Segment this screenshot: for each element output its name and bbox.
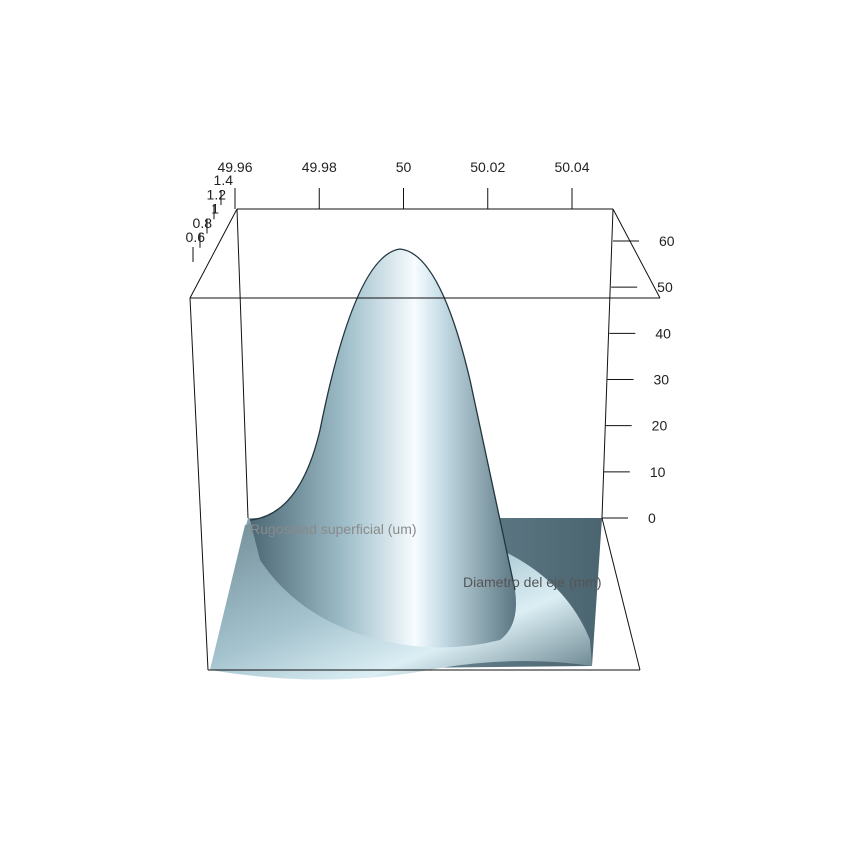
z-tick-label: 20 xyxy=(652,418,668,434)
z-tick-label: 40 xyxy=(655,325,671,341)
z-tick-label: 50 xyxy=(657,279,673,295)
x-tick-label: 49.98 xyxy=(302,159,337,175)
surface-peak-outline xyxy=(249,248,516,591)
z-tick-label: 30 xyxy=(654,372,670,388)
x-tick-label: 49.96 xyxy=(217,159,252,175)
y-axis-title: Rugosidad superficial (um) xyxy=(250,521,417,537)
plot-box-back xyxy=(236,208,614,519)
plot-box-front xyxy=(189,208,661,671)
y-tick-label: 0.8 xyxy=(193,215,213,231)
surface-peak xyxy=(250,249,516,648)
z-tick-label: 60 xyxy=(659,233,675,249)
x-tick-label: 50 xyxy=(396,159,412,175)
y-tick-label: 0.6 xyxy=(186,229,206,245)
y-tick-label: 1.4 xyxy=(214,172,234,188)
z-tick-label: 10 xyxy=(650,464,666,480)
y-axis-ticks: 0.60.811.21.4 xyxy=(186,172,234,262)
z-tick-label: 0 xyxy=(648,510,656,526)
x-tick-label: 50.04 xyxy=(554,159,589,175)
x-axis-title: Diametro del eje (mm) xyxy=(463,574,601,590)
z-axis-ticks: 0 10 20 30 40 50 60 xyxy=(602,233,675,526)
x-axis-ticks: 49.96 49.98 50 50.02 50.04 xyxy=(217,159,590,209)
y-tick-label: 1 xyxy=(211,201,219,217)
x-tick-label: 50.02 xyxy=(470,159,505,175)
y-tick-label: 1.2 xyxy=(207,186,227,202)
